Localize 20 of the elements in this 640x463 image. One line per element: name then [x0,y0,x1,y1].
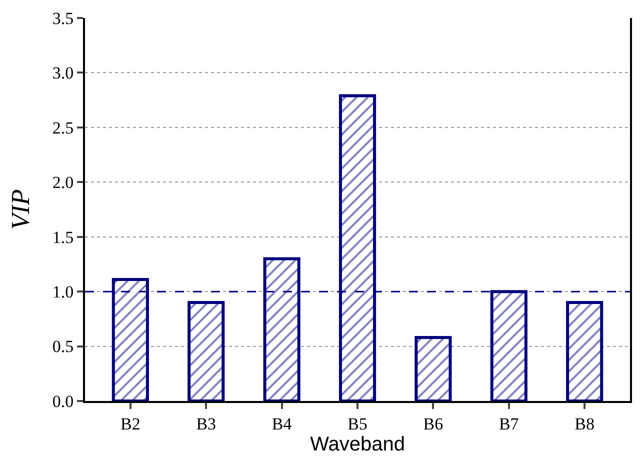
x-tick-label: B8 [574,414,594,434]
x-tick-label: B7 [498,414,520,434]
x-tick-label: B3 [196,414,216,434]
y-tick-label: 3.0 [52,64,74,83]
y-axis-title: VIP [6,189,36,230]
x-tick-label: B2 [120,414,140,434]
y-tick-label: 0.0 [52,392,74,411]
x-tick-label: B5 [348,414,368,434]
y-tick-label: 3.5 [52,8,74,28]
bar [188,301,225,401]
y-tick-label: 1.5 [52,228,74,247]
y-tick-label: 1.0 [52,282,74,302]
bar [414,336,452,401]
x-tick-label: B4 [272,414,292,434]
y-tick-label: 2.5 [52,118,74,138]
x-tick-label: B6 [423,414,444,434]
y-tick-label: 0.5 [52,337,74,356]
x-axis-title: Waveband [310,433,405,456]
y-tick-label: 2.0 [52,173,74,192]
bar [566,301,604,401]
